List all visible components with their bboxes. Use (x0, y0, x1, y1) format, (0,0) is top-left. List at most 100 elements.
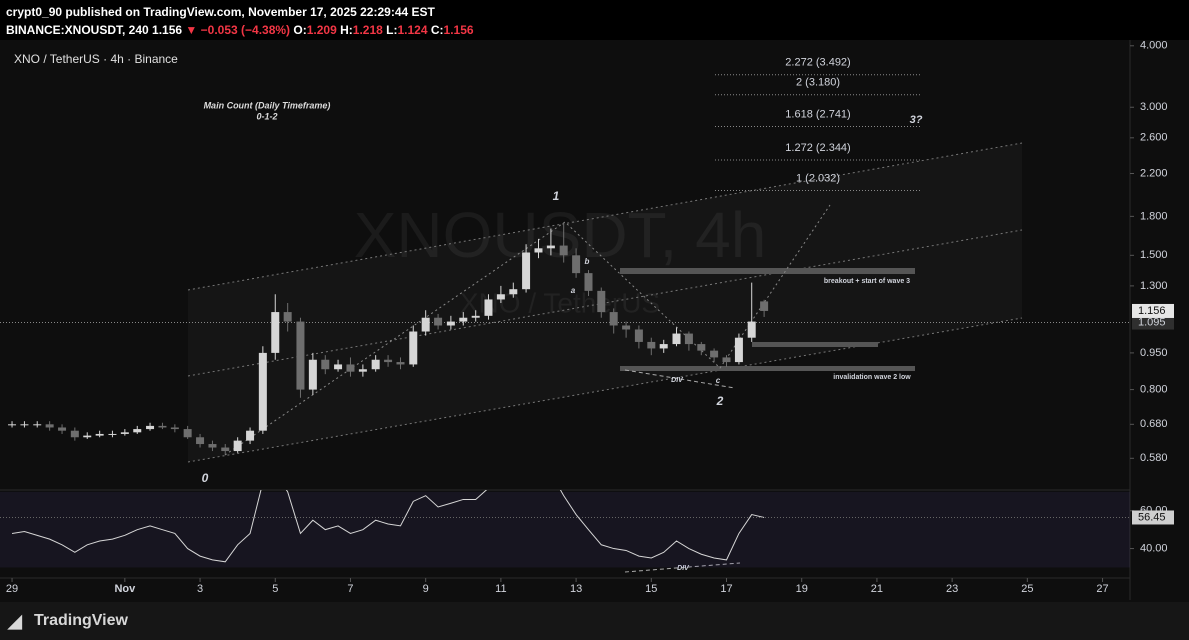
candle-body (446, 321, 455, 326)
candle-body (734, 337, 743, 363)
o-label: O: (293, 23, 307, 37)
x-tick-label: 29 (6, 583, 18, 595)
candle-body (471, 315, 480, 318)
change: −0.053 (−4.38%) (200, 23, 291, 37)
rsi-last-box (1132, 510, 1174, 525)
y-tick-label: 1.300 (1140, 280, 1168, 292)
wave-c: c (716, 376, 721, 385)
breakout-label: breakout + start of wave 3 (824, 278, 910, 285)
symbol-line: BINANCE:XNOUSDT, 240 1.156 ▼ −0.053 (−4.… (6, 23, 474, 37)
h-value: 1.218 (352, 23, 383, 37)
c-label: C: (430, 23, 444, 37)
o-value: 1.209 (306, 23, 337, 37)
candle-body (534, 248, 543, 253)
l-label: L: (386, 23, 398, 37)
candle-body (95, 433, 104, 436)
candle-body (170, 427, 179, 430)
watermark: XNOUSDT, 4h (354, 199, 767, 271)
candle-body (760, 301, 769, 311)
background (0, 40, 1130, 602)
candle-body (697, 344, 706, 351)
candle-body (559, 245, 568, 256)
rsi-tick-label: 40.00 (1140, 542, 1168, 554)
rsi-band (0, 491, 1130, 568)
x-tick-label: 5 (272, 583, 278, 595)
candle-body (296, 321, 305, 390)
candle-body (371, 359, 380, 370)
candle-body (233, 440, 242, 452)
fib-label: 1.272 (2.344) (785, 142, 850, 154)
rsi-div-line (624, 562, 741, 573)
candle-body (346, 364, 355, 372)
candle-body (459, 317, 468, 322)
header: crypt0_90 published on TradingView.com, … (0, 0, 1189, 40)
candle-body (659, 344, 668, 349)
support-zone (752, 342, 878, 347)
candle-body (484, 299, 493, 316)
candle-body (384, 359, 393, 363)
l-value: 1.124 (397, 23, 428, 37)
candle-body (70, 430, 79, 438)
candle-body (83, 435, 92, 438)
candle-body (396, 362, 405, 365)
last-price: 1.156 (152, 23, 183, 37)
chart-title: XNO / TetherUS · 4h · Binance (14, 52, 178, 66)
candle-body (747, 321, 756, 338)
candle-body (509, 289, 518, 295)
div-line (624, 369, 736, 389)
candle-body (584, 273, 593, 291)
candle-body (609, 312, 618, 326)
x-tick-label: 21 (871, 583, 883, 595)
candle-body (146, 425, 155, 430)
price-line-box (1132, 315, 1174, 330)
wave-path (224, 204, 831, 456)
x-tick-label: 17 (720, 583, 732, 595)
wave-1: 1 (553, 189, 560, 203)
candle-body (710, 350, 719, 358)
wave-2: 2 (716, 394, 724, 408)
candle-body (572, 255, 581, 274)
last-price-label: 1.156 (1138, 305, 1166, 317)
candle-body (58, 427, 67, 431)
watermark-sub: XNO / TetherUS (460, 287, 660, 318)
rsi-last-label: 56.45 (1138, 511, 1166, 523)
footer: ◢ TradingView (0, 602, 1189, 640)
invalidation-label: invalidation wave 2 low (833, 374, 911, 381)
x-tick-label: Nov (114, 583, 136, 595)
wave-a: a (571, 286, 576, 295)
wave-b: b (585, 257, 590, 266)
candle-body (546, 245, 555, 249)
y-tick-label: 0.580 (1140, 452, 1168, 464)
candle-body (672, 333, 681, 345)
candle-body (358, 369, 367, 372)
publisher: crypt0_90 published on TradingView.com, … (6, 5, 435, 19)
x-tick-label: 15 (645, 583, 657, 595)
y-tick-label: 1.800 (1140, 210, 1168, 222)
candle-body (183, 429, 192, 438)
div-label: DIV (671, 377, 684, 384)
candle-body (308, 359, 317, 390)
x-tick-label: 13 (570, 583, 582, 595)
candle-body (158, 425, 167, 428)
candle-body (622, 325, 631, 330)
fib-label: 2.272 (3.492) (785, 57, 850, 69)
x-tick-label: 23 (946, 583, 958, 595)
price-line-label: 1.095 (1138, 316, 1166, 328)
fib-label: 1.618 (2.741) (785, 108, 850, 120)
invalidation-zone (620, 366, 915, 371)
rsi-div-label: DIV (677, 565, 690, 572)
y-tick-label: 2.600 (1140, 132, 1168, 144)
y-tick-label: 0.950 (1140, 347, 1168, 359)
candle-body (208, 444, 217, 448)
fib-label: 1 (2.032) (796, 172, 840, 184)
candle-body (196, 437, 205, 445)
candle-body (8, 424, 17, 426)
candle-body (283, 312, 292, 322)
last-price-box (1132, 303, 1174, 318)
channel-top (187, 142, 1023, 291)
candle-body (647, 341, 656, 349)
wave-3: 3? (910, 114, 923, 126)
y-tick-label: 0.680 (1140, 418, 1168, 430)
x-tick-label: 7 (347, 583, 353, 595)
